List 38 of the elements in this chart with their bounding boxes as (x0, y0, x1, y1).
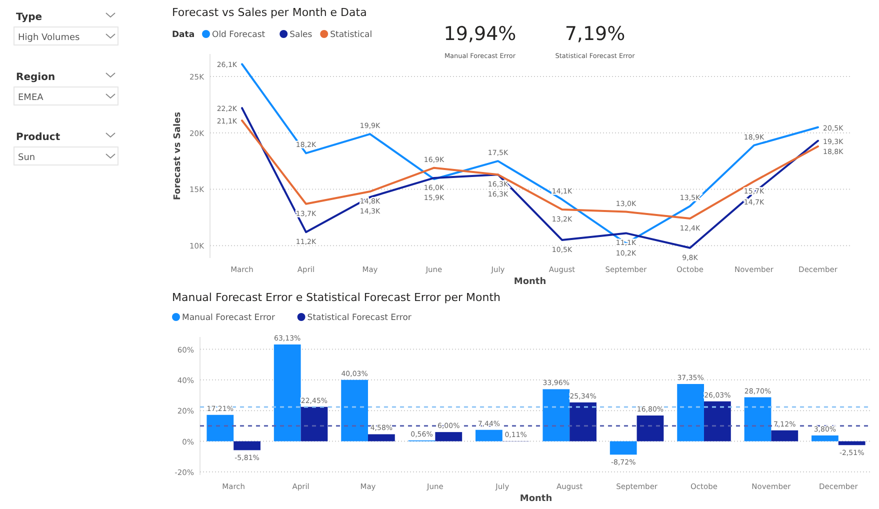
legend-label: Old Forecast (212, 30, 266, 40)
text: Sun (18, 153, 36, 163)
bar (838, 441, 866, 446)
legend-label: Manual Forecast Error (182, 313, 276, 323)
text: 19,94% (444, 23, 516, 45)
x-axis-title: Month (514, 277, 546, 287)
bar (234, 441, 260, 450)
bar (435, 432, 462, 442)
text: Region (16, 72, 56, 83)
bar (570, 402, 596, 442)
bar (704, 401, 731, 442)
legend-label: Statistical Forecast Error (307, 313, 412, 323)
text: Type (16, 12, 42, 23)
chart-title: Manual Forecast Error e Statistical Forecast Error per Month (172, 291, 501, 304)
bar (812, 435, 838, 442)
bar (610, 441, 637, 455)
x-axis-title: Month (520, 494, 552, 504)
bar (744, 397, 772, 442)
bar (300, 406, 328, 442)
bar (274, 344, 301, 442)
text: EMEA (18, 93, 44, 103)
chart-title: Forecast vs Sales per Month e Data (172, 6, 367, 19)
text: Product (16, 132, 60, 143)
legend-title: Data (172, 30, 195, 40)
y-axis-title: Forecast vs Sales (173, 112, 183, 200)
bar (341, 380, 368, 442)
bar (677, 384, 704, 442)
legend-label: Statistical (330, 30, 372, 40)
text: High Volumes (18, 33, 80, 43)
text: 7,19% (564, 23, 626, 45)
legend-label: Sales (290, 30, 313, 40)
bar (636, 416, 664, 442)
bar (771, 430, 798, 442)
bar (206, 414, 234, 442)
bar (368, 434, 395, 442)
bar (542, 389, 570, 442)
line-series (241, 63, 819, 244)
bar (476, 430, 502, 442)
